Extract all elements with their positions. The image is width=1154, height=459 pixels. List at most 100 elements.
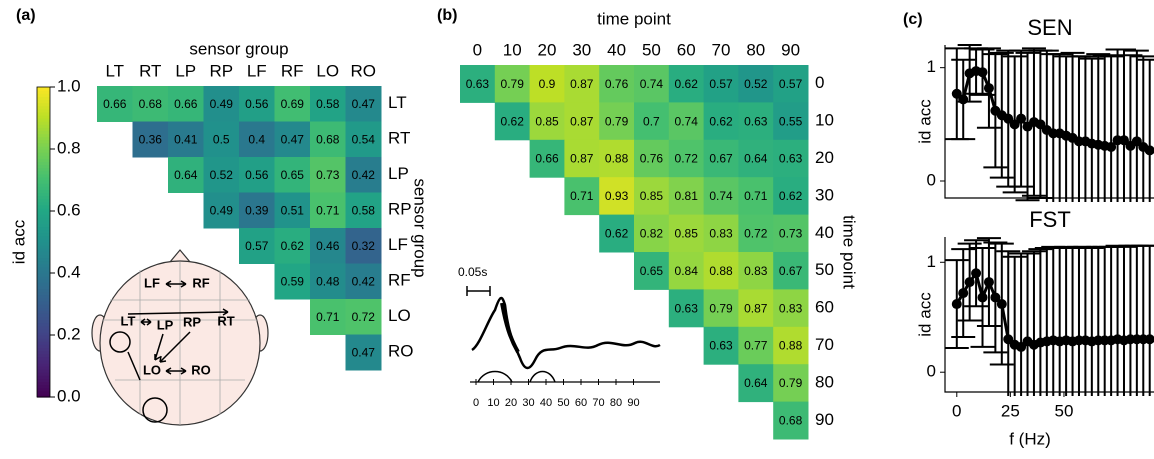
colorbar-segment xyxy=(37,325,50,330)
heatmap-cell xyxy=(738,139,774,178)
x-tick-label: 20 xyxy=(538,40,557,59)
cell-label: 0.88 xyxy=(709,264,733,278)
y-tick-label: 1 xyxy=(927,57,936,76)
point xyxy=(990,292,1001,303)
colorbar-segment xyxy=(37,375,50,379)
cell-label: 0.72 xyxy=(352,310,376,324)
colorbar-segment xyxy=(37,359,50,364)
colorbar-label: id acc xyxy=(9,219,28,264)
x-axis-label: sensor group xyxy=(189,39,288,58)
heatmap-cell xyxy=(634,177,670,216)
y-tick-label: 10 xyxy=(815,111,834,130)
y-tick-label: 0 xyxy=(927,170,936,189)
cell-label: 0.63 xyxy=(744,114,768,128)
heatmap-cell xyxy=(274,157,311,193)
heatmap-cell xyxy=(599,65,635,103)
x-tick-label: RF xyxy=(281,61,304,80)
arrows xyxy=(127,280,229,381)
colorbar-segment xyxy=(37,189,50,193)
colorbar-segment xyxy=(37,335,50,339)
inset-tick-label: 50 xyxy=(557,397,569,409)
cell-label: 0.85 xyxy=(640,189,664,203)
heatmap-cell xyxy=(239,121,275,158)
point xyxy=(1106,142,1117,152)
heatmap-cell xyxy=(310,228,346,264)
heatmap-cell xyxy=(564,139,600,178)
heatmap-cell xyxy=(460,65,496,103)
cell-label: 0.62 xyxy=(605,226,629,240)
heatmap-cell xyxy=(773,252,809,290)
scale-label: 0.05s xyxy=(458,265,487,279)
heatmap-cell xyxy=(132,86,169,122)
x-tick-label: 50 xyxy=(642,40,661,59)
cell-label: 0.85 xyxy=(535,114,559,128)
heatmap-cell xyxy=(738,102,774,141)
cell-label: 0.82 xyxy=(640,226,664,240)
colorbar-tick-label: 0.0 xyxy=(57,386,81,405)
heatmap-cell xyxy=(310,263,346,300)
heatmap-cell xyxy=(599,139,635,178)
inset-tick-label: 30 xyxy=(522,397,534,409)
point xyxy=(1131,136,1142,147)
colorbar-segment xyxy=(37,229,50,234)
heatmap-cell xyxy=(703,214,739,253)
heatmap-cell xyxy=(703,326,739,365)
heatmap-cell xyxy=(773,214,809,253)
cell-label: 0.41 xyxy=(174,132,198,146)
heatmap-cell xyxy=(703,252,739,290)
colorbar-segment xyxy=(37,142,50,147)
colorbar-segment xyxy=(37,310,50,314)
cell-label: 0.32 xyxy=(352,239,376,253)
colorbar-segment xyxy=(37,121,50,125)
cell-label: 0.74 xyxy=(640,77,664,91)
colorbar-segment xyxy=(37,158,50,162)
cell-label: 0.77 xyxy=(744,339,768,353)
heatmap-cell xyxy=(239,192,275,229)
x-tick-label: LO xyxy=(316,61,339,80)
cell-label: 0.88 xyxy=(779,339,803,353)
waveform-highlight xyxy=(500,302,520,353)
heatmap-cell xyxy=(738,177,774,216)
x-tick-label: LP xyxy=(175,61,196,80)
chart-title: SEN xyxy=(1027,15,1072,40)
cell-label: 0.7 xyxy=(643,114,660,128)
inset-tick-label: 20 xyxy=(505,397,517,409)
cell-label: 0.87 xyxy=(744,301,768,315)
colorbar-segment xyxy=(37,322,50,327)
colorbar-segment xyxy=(37,238,50,243)
y-tick-label: LF xyxy=(388,235,408,254)
colorbar-segment xyxy=(37,226,50,231)
colorbar-segment xyxy=(37,93,50,97)
x-tick-label: 60 xyxy=(677,40,696,59)
cell-label: 0.42 xyxy=(352,168,376,182)
heatmap-cell xyxy=(738,326,774,365)
colorbar-segment xyxy=(37,96,50,100)
cell-label: 0.59 xyxy=(281,274,305,288)
point xyxy=(1003,113,1014,124)
cell-label: 0.63 xyxy=(675,301,699,315)
y-tick-label: 50 xyxy=(815,260,834,279)
point xyxy=(958,94,969,105)
cell-label: 0.67 xyxy=(779,264,803,278)
cell-label: 0.42 xyxy=(352,274,376,288)
colorbar-tick-label: 1.0 xyxy=(57,76,81,95)
point xyxy=(951,299,962,310)
cell-label: 0.76 xyxy=(605,77,629,91)
cell-label: 0.87 xyxy=(570,152,594,166)
colorbar-segment xyxy=(37,204,50,209)
heatmap-cell xyxy=(345,263,382,300)
cell-label: 0.52 xyxy=(210,168,234,182)
cell-label: 0.66 xyxy=(103,97,127,111)
colorbar-segment xyxy=(37,362,50,367)
x-tick-label: 70 xyxy=(712,40,731,59)
colorbar-segment xyxy=(37,291,50,296)
y-tick-label: RO xyxy=(388,342,414,361)
plot-area xyxy=(944,44,1154,202)
y-tick-label: 30 xyxy=(815,185,834,204)
scale-bar xyxy=(466,286,491,296)
colorbar-segment xyxy=(37,198,50,203)
heatmap-cell xyxy=(529,139,565,178)
colorbar-segment xyxy=(37,381,50,386)
colorbar-segment xyxy=(37,266,50,271)
heatmap-cell xyxy=(529,102,565,141)
